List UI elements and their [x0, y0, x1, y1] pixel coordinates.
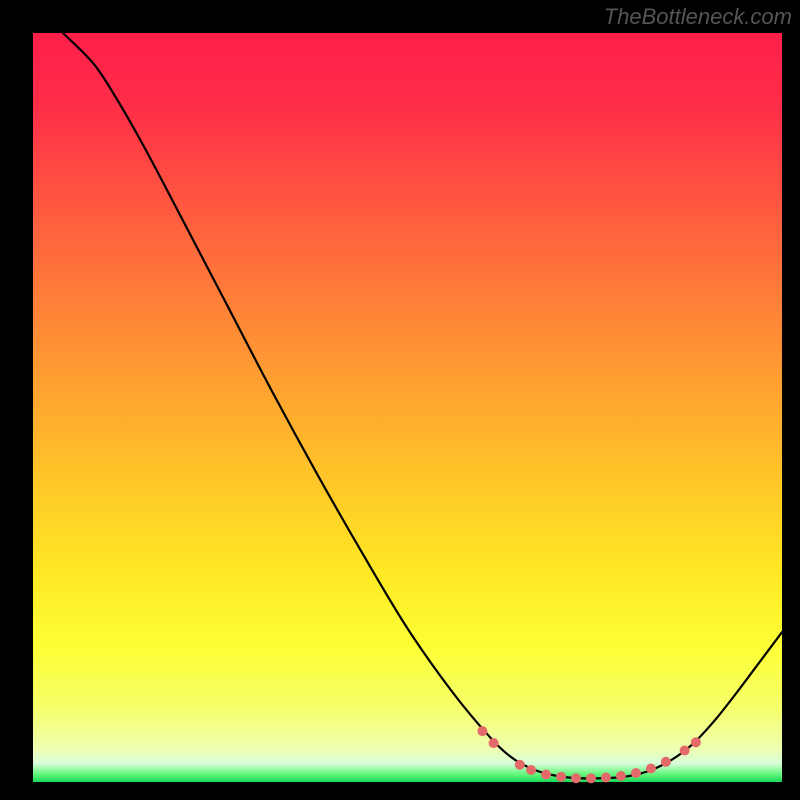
curve-marker: [489, 738, 499, 748]
curve-marker: [571, 773, 581, 783]
curve-marker: [586, 773, 596, 783]
curve-marker: [541, 770, 551, 780]
plot-background: [33, 33, 782, 782]
curve-marker: [526, 765, 536, 775]
curve-marker: [691, 737, 701, 747]
curve-marker: [680, 746, 690, 756]
curve-marker: [631, 768, 641, 778]
curve-marker: [556, 772, 566, 782]
chart-frame: TheBottleneck.com: [0, 0, 800, 800]
curve-marker: [515, 760, 525, 770]
curve-marker: [601, 773, 611, 783]
watermark-text: TheBottleneck.com: [604, 4, 792, 30]
curve-marker: [477, 726, 487, 736]
bottleneck-chart: [0, 0, 800, 800]
curve-marker: [661, 757, 671, 767]
curve-marker: [646, 764, 656, 774]
curve-marker: [616, 771, 626, 781]
